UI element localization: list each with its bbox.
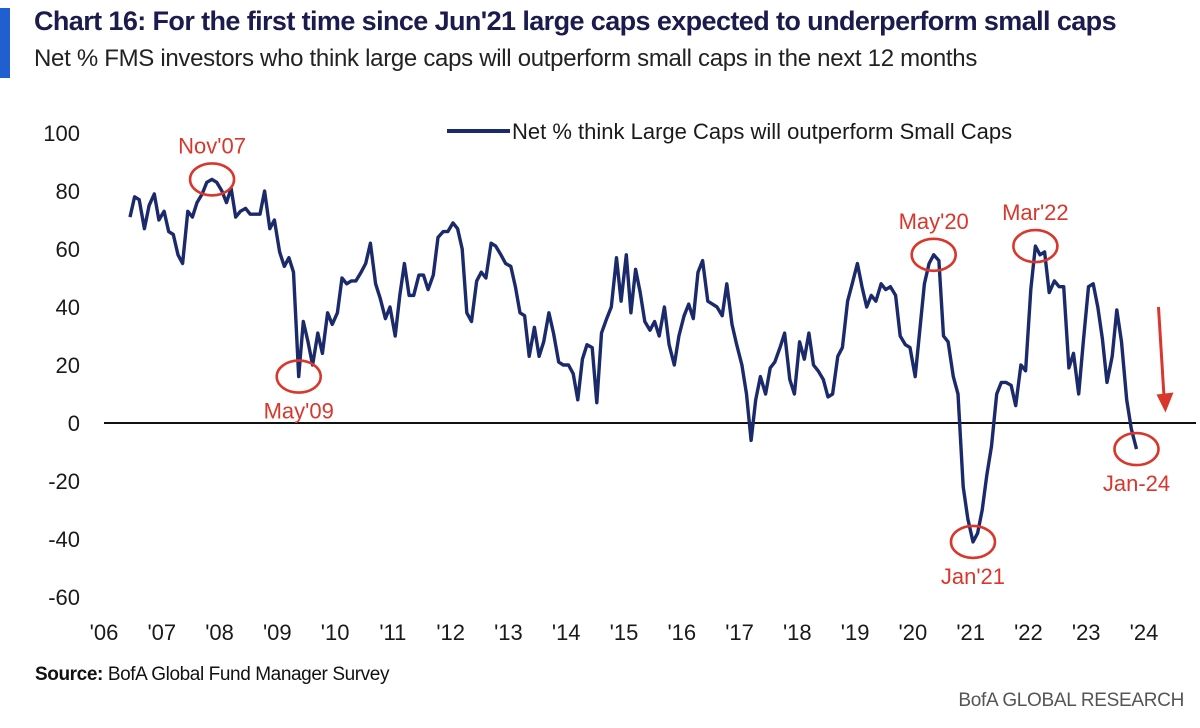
y-tick-label: 100 bbox=[43, 121, 80, 146]
annotation-label: Jan'21 bbox=[941, 564, 1005, 589]
annotation-label: Nov'07 bbox=[178, 133, 246, 158]
x-tick-label: '22 bbox=[1014, 620, 1043, 645]
annotation-circle bbox=[949, 524, 997, 560]
annotation-label: Jan-24 bbox=[1103, 471, 1170, 496]
x-tick-label: '06 bbox=[90, 620, 119, 645]
y-tick-label: 60 bbox=[56, 237, 80, 262]
brand-label: BofA GLOBAL RESEARCH bbox=[958, 690, 1184, 711]
trend-arrow-shaft bbox=[1156, 306, 1166, 405]
x-tick-label: '17 bbox=[725, 620, 754, 645]
source-label: Source: bbox=[35, 664, 103, 685]
y-tick-label: 0 bbox=[68, 411, 80, 436]
x-tick-label: '07 bbox=[147, 620, 176, 645]
trend-arrow-head bbox=[1156, 392, 1174, 413]
y-tick-label: 40 bbox=[56, 295, 80, 320]
chart-subtitle: Net % FMS investors who think large caps… bbox=[34, 45, 978, 72]
y-tick-label: -40 bbox=[48, 527, 80, 552]
annotation-circle bbox=[275, 359, 323, 394]
x-tick-label: '12 bbox=[436, 620, 465, 645]
annotation-layer: Nov'07 May'09 May'20 Jan'21 Mar'22 Jan-24 bbox=[178, 133, 1174, 589]
y-tick-label: 80 bbox=[56, 179, 80, 204]
x-tick-label: '15 bbox=[610, 620, 639, 645]
x-tick-label: '20 bbox=[899, 620, 928, 645]
legend-label: Net % think Large Caps will outperform S… bbox=[512, 119, 1012, 144]
series-line bbox=[128, 177, 1139, 544]
annotation-circle bbox=[1113, 431, 1160, 467]
x-tick-label: '11 bbox=[379, 620, 406, 645]
x-axis: '06 '07 '08 '09 '10 '11 '12 '13 '14 '15 '16 '17 '18 '… bbox=[90, 620, 1159, 645]
annotation-circle bbox=[188, 162, 236, 197]
y-tick-label: 20 bbox=[56, 353, 80, 378]
annotation-label: May'09 bbox=[264, 399, 334, 424]
x-tick-label: '24 bbox=[1130, 620, 1159, 645]
x-tick-label: '10 bbox=[321, 620, 350, 645]
source-text: BofA Global Fund Manager Survey bbox=[107, 664, 390, 685]
x-tick-label: '08 bbox=[205, 620, 234, 645]
chart-title: Chart 16: For the first time since Jun'2… bbox=[34, 6, 1117, 36]
annotation-circle bbox=[910, 237, 957, 273]
y-axis: 100 80 60 40 20 0 -20 -40 -60 bbox=[43, 121, 80, 610]
annotation-circle bbox=[1012, 228, 1059, 264]
x-tick-label: '09 bbox=[263, 620, 292, 645]
annotation-label: May'20 bbox=[899, 209, 969, 234]
x-tick-label: '19 bbox=[841, 620, 870, 645]
series-layer bbox=[128, 177, 1139, 544]
x-tick-label: '18 bbox=[783, 620, 812, 645]
annotation-label: Mar'22 bbox=[1002, 200, 1069, 225]
x-tick-label: '23 bbox=[1072, 620, 1101, 645]
title-accent-bar bbox=[0, 8, 10, 78]
x-tick-label: '13 bbox=[494, 620, 523, 645]
x-tick-label: '21 bbox=[956, 620, 985, 645]
y-tick-label: -60 bbox=[48, 585, 80, 610]
source-note: Source: BofA Global Fund Manager Survey bbox=[35, 664, 389, 686]
x-tick-label: '14 bbox=[552, 620, 581, 645]
y-tick-label: -20 bbox=[48, 469, 80, 494]
legend: Net % think Large Caps will outperform S… bbox=[447, 119, 1012, 144]
x-tick-label: '16 bbox=[667, 620, 696, 645]
